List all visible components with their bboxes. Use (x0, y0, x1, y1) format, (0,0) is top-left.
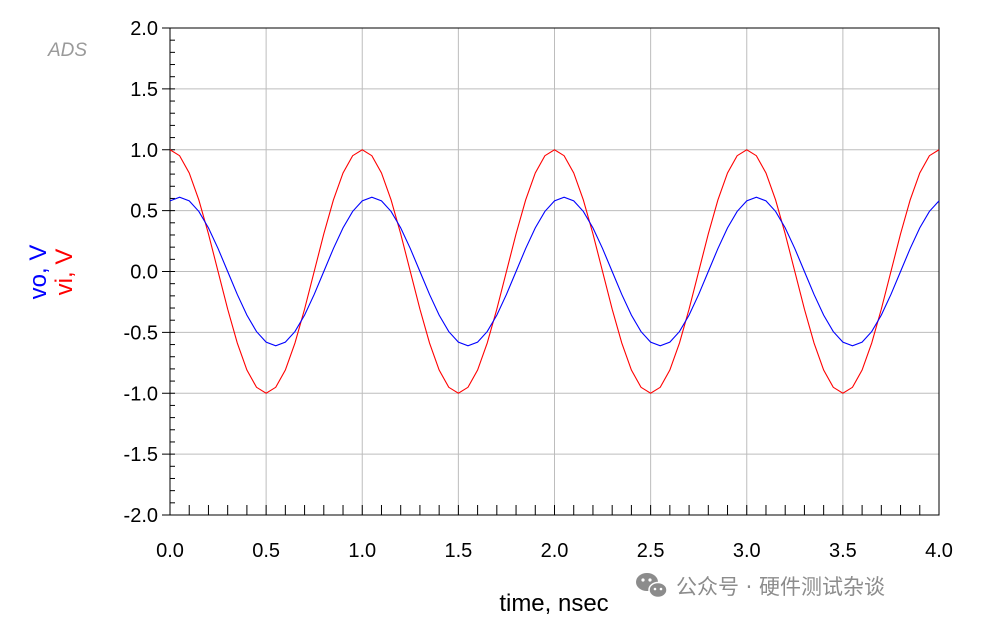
x-tick-label: 0.0 (156, 540, 184, 562)
wechat-icon (636, 573, 668, 599)
brand-label: ADS (47, 40, 87, 61)
y-tick-label: -1.5 (124, 444, 158, 466)
series-line-vi (169, 149, 940, 394)
watermark-text: 公众号 · 硬件测试杂谈 (676, 575, 885, 599)
x-tick-label: 2.5 (637, 540, 665, 562)
x-tick-label: 0.5 (252, 540, 280, 562)
y-tick-label: 1.5 (130, 79, 158, 101)
y-tick-label: 2.0 (130, 18, 158, 40)
y-tick-labels: 2.0 1.5 1.0 0.5 0.0 -0.5 -1.0 -1.5 -2.0 (124, 18, 170, 527)
y-axis-label-vo: vo, V (25, 245, 52, 300)
y-tick-label: -0.5 (124, 322, 158, 344)
x-axis-label: time, nsec (499, 590, 608, 617)
grid-lines (169, 27, 940, 516)
x-tick-label: 1.0 (348, 540, 376, 562)
x-tick-label: 3.0 (733, 540, 761, 562)
y-tick-label: 1.0 (130, 140, 158, 162)
watermark: 公众号 · 硬件测试杂谈 (636, 573, 885, 599)
x-tick-labels: 0.0 0.5 1.0 1.5 2.0 2.5 3.0 3.5 4.0 (156, 540, 953, 562)
x-tick-label: 3.5 (829, 540, 857, 562)
y-tick-label: 0.0 (130, 262, 158, 284)
x-tick-label: 4.0 (925, 540, 953, 562)
x-tick-label: 2.0 (541, 540, 569, 562)
y-tick-label: -1.0 (124, 383, 158, 405)
y-axis-label-vi: vi, V (51, 249, 78, 296)
minor-ticks (169, 27, 940, 516)
y-tick-label: 0.5 (130, 201, 158, 223)
series-line-vo (169, 196, 940, 347)
y-tick-label: -2.0 (124, 505, 158, 527)
series-group (169, 149, 940, 394)
x-tick-label: 1.5 (444, 540, 472, 562)
